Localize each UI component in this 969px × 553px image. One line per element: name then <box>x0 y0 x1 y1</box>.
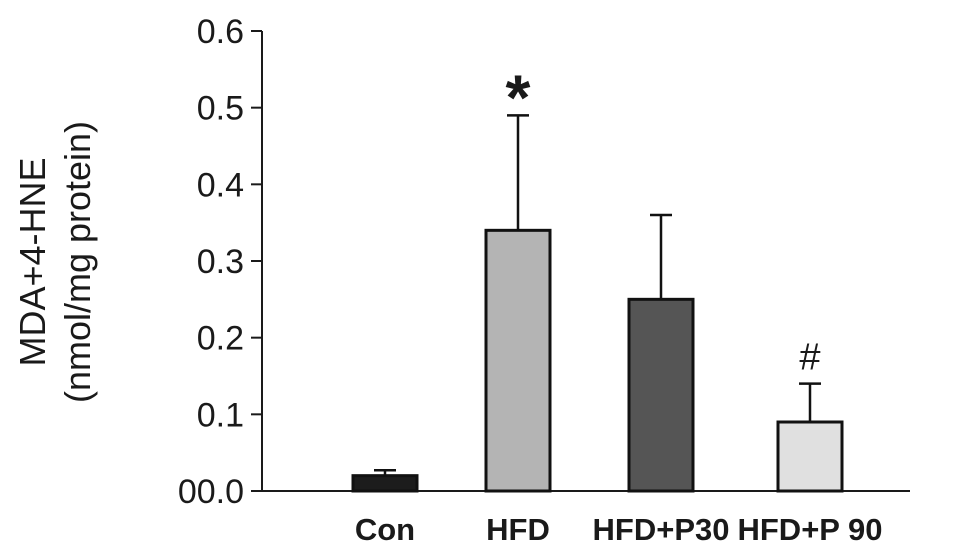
y-axis-label-line-2: (nmol/mg protein) <box>57 121 98 403</box>
y-axis-ticks: 00.0 0.1 0.2 0.3 0.4 0.5 0.6 <box>178 13 262 511</box>
x-tick-label: HFD+P30 <box>593 512 730 547</box>
error-bars <box>374 114 821 476</box>
y-tick-label: 0.3 <box>197 243 244 281</box>
y-tick-label: 0.1 <box>197 396 244 434</box>
y-tick-label: 0.2 <box>197 320 244 358</box>
y-tick-label: 0.6 <box>197 13 244 51</box>
y-tick-label: 0.5 <box>197 90 244 128</box>
significance-marker: # <box>799 337 820 379</box>
bar <box>351 474 419 493</box>
significance-marker: * <box>506 61 531 133</box>
y-axis-label-line-1: MDA+4-HNE <box>12 157 53 366</box>
bar <box>627 297 695 493</box>
y-tick-label: 0.4 <box>197 166 244 204</box>
significance-annotations: *# <box>506 61 821 378</box>
x-tick-label: HFD+P 90 <box>737 512 882 547</box>
bar <box>484 228 552 493</box>
y-tick-label: 00.0 <box>178 473 244 511</box>
x-tick-label: Con <box>355 512 415 547</box>
y-axis-label: MDA+4-HNE (nmol/mg protein) <box>12 121 98 403</box>
bar <box>776 420 844 493</box>
bars <box>351 228 844 493</box>
x-axis-tick-labels: Con HFD HFD+P30 HFD+P 90 <box>355 512 883 547</box>
x-tick-label: HFD <box>486 512 550 547</box>
